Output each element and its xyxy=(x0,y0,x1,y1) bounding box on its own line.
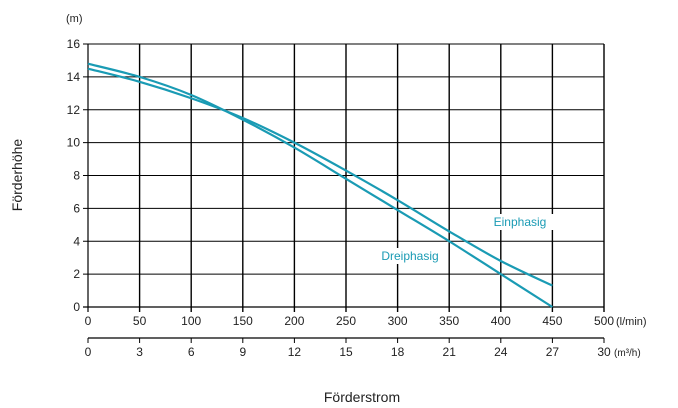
series-label-bg-einphasig xyxy=(486,214,554,230)
x-tick-label-secondary: 30 xyxy=(597,345,611,359)
x-tick-label-primary: 400 xyxy=(491,314,511,328)
x-tick-label-primary: 50 xyxy=(133,314,147,328)
x-tick-label-primary: 0 xyxy=(85,314,92,328)
x-tick-label-primary: 500 xyxy=(594,314,614,328)
y-tick-label: 4 xyxy=(73,234,80,248)
x-tick-label-secondary: 27 xyxy=(546,345,560,359)
y-axis-title: Förderhöhe xyxy=(9,139,25,212)
x-tick-label-primary: 250 xyxy=(336,314,356,328)
series-layer: Einphasig Dreiphasig xyxy=(87,62,554,308)
y-unit-label: (m) xyxy=(66,13,83,25)
y-tick-label: 8 xyxy=(73,169,80,183)
y-tick-label: 12 xyxy=(67,103,81,117)
grid-layer xyxy=(83,43,605,312)
y-tick-label: 16 xyxy=(67,37,81,51)
series-line-einphasig xyxy=(87,67,553,287)
series-label-dreiphasig: Dreiphasig xyxy=(381,249,438,263)
x-axis-title: Förderstrom xyxy=(324,389,400,405)
x-tick-label-primary: 150 xyxy=(233,314,253,328)
y-tick-label: 10 xyxy=(67,136,81,150)
y-tick-label: 14 xyxy=(67,70,81,84)
series-label-bg-dreiphasig xyxy=(376,248,444,264)
x-tick-label-secondary: 15 xyxy=(339,345,353,359)
x-tick-label-secondary: 9 xyxy=(239,345,246,359)
y-tick-label: 6 xyxy=(73,201,80,215)
x-tick-label-secondary: 21 xyxy=(443,345,457,359)
series-label-einphasig: Einphasig xyxy=(494,215,547,229)
y-tick-label: 2 xyxy=(73,267,80,281)
x-tick-label-secondary: 6 xyxy=(188,345,195,359)
x-tick-label-primary: 100 xyxy=(181,314,201,328)
series-line-dreiphasig xyxy=(87,62,553,308)
x-tick-label-secondary: 12 xyxy=(288,345,302,359)
x-tick-label-primary: 350 xyxy=(439,314,459,328)
x-tick-label-secondary: 18 xyxy=(391,345,405,359)
x-tick-label-secondary: 24 xyxy=(494,345,508,359)
x-tick-label-primary: 450 xyxy=(542,314,562,328)
x-unit-secondary: (m³/h) xyxy=(614,348,641,359)
x-tick-label-secondary: 0 xyxy=(85,345,92,359)
x-tick-label-secondary: 3 xyxy=(136,345,143,359)
x-tick-label-primary: 300 xyxy=(388,314,408,328)
x-tick-label-primary: 200 xyxy=(284,314,304,328)
x-unit-primary: (l/min) xyxy=(616,316,647,328)
y-tick-label: 0 xyxy=(73,300,80,314)
